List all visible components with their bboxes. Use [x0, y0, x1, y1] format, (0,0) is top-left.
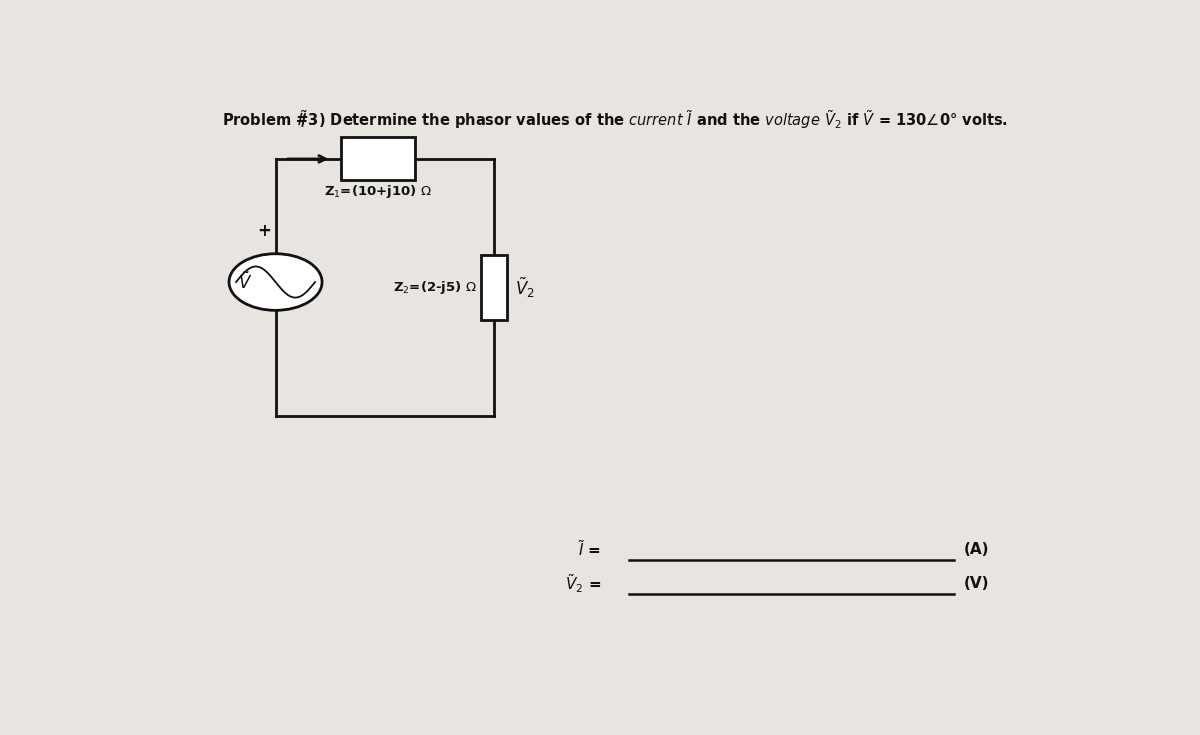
Text: (V): (V)	[964, 576, 989, 591]
Text: (A): (A)	[964, 542, 989, 557]
Text: Z$_2$=(2-j5) $\Omega$: Z$_2$=(2-j5) $\Omega$	[392, 279, 476, 296]
Text: $\tilde{I}$: $\tilde{I}$	[300, 110, 307, 132]
Text: $\tilde{V}_2$ =: $\tilde{V}_2$ =	[565, 572, 601, 595]
Bar	[481, 255, 508, 320]
Text: Problem #3) Determine the phasor values of the $\mathit{current}$ $\tilde{I}$ an: Problem #3) Determine the phasor values …	[222, 108, 1008, 131]
Text: $\tilde{V}_2$: $\tilde{V}_2$	[515, 276, 534, 300]
Circle shape	[229, 254, 322, 310]
Bar	[341, 137, 415, 181]
Text: Z$_1$=(10+j10) $\Omega$: Z$_1$=(10+j10) $\Omega$	[324, 183, 432, 200]
Text: $\tilde{I}$ =: $\tilde{I}$ =	[578, 539, 601, 559]
Text: $\tilde{V}$: $\tilde{V}$	[238, 271, 252, 293]
Text: +: +	[258, 222, 271, 240]
